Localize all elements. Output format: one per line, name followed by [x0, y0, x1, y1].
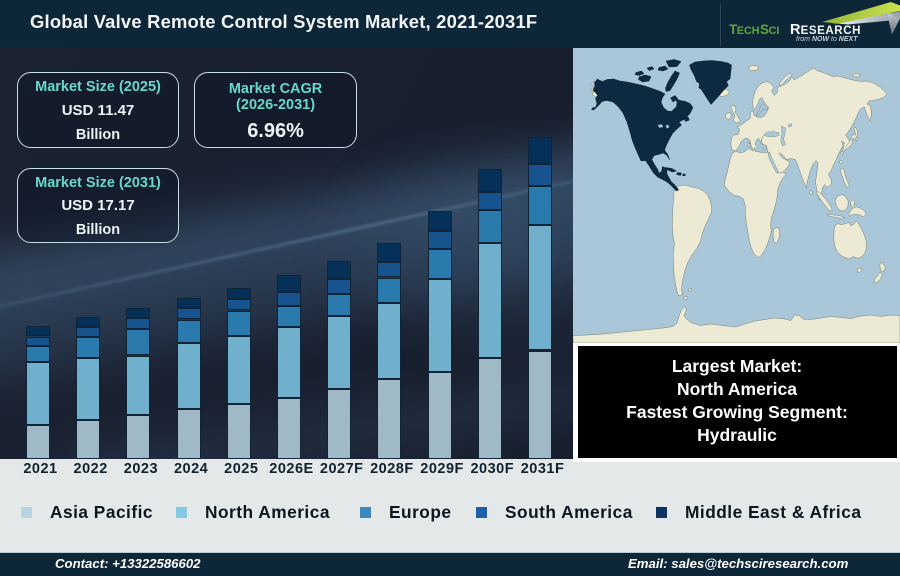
- svg-text:from NOW to NEXT: from NOW to NEXT: [796, 36, 858, 43]
- svg-text:RESEARCH: RESEARCH: [790, 22, 861, 38]
- svg-text:TECHSCI: TECHSCI: [729, 22, 779, 37]
